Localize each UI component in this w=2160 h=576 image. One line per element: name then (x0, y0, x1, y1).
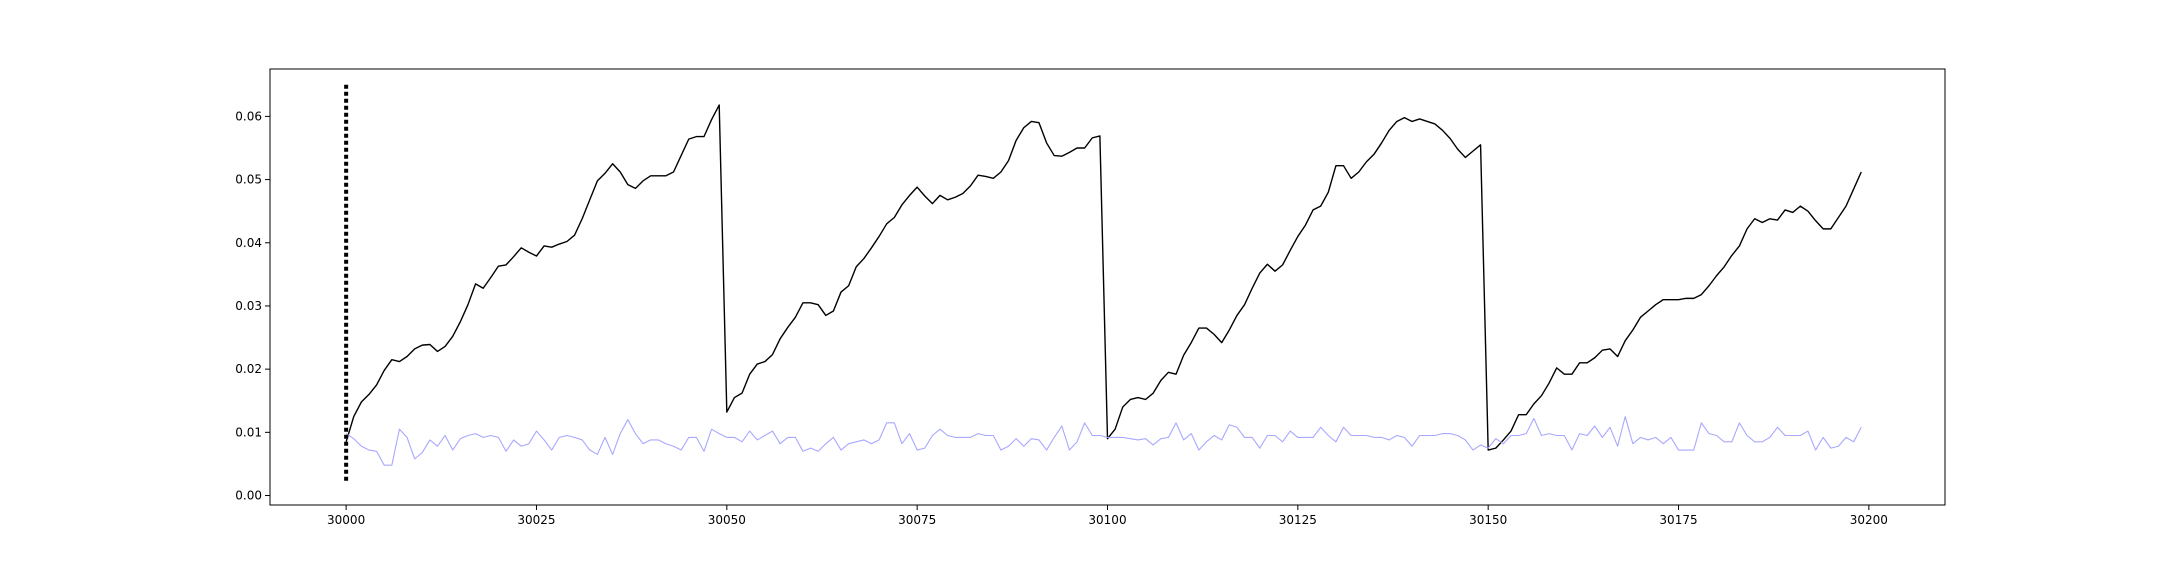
x-tick-label: 30175 (1659, 513, 1697, 527)
y-tick-label: 0.05 (235, 173, 262, 187)
x-tick-label: 30050 (708, 513, 746, 527)
y-tick-label: 0.02 (235, 362, 262, 376)
series-line-1 (345, 104, 1862, 451)
y-tick-label: 0.03 (235, 299, 262, 313)
y-tick-label: 0.04 (235, 236, 262, 250)
x-tick-label: 30100 (1088, 513, 1126, 527)
x-tick-label: 30075 (898, 513, 936, 527)
series-line-2 (345, 415, 1862, 466)
series-layer (345, 104, 1862, 466)
x-tick-label: 30000 (327, 513, 365, 527)
x-tick-label: 30150 (1469, 513, 1507, 527)
x-tick-label: 30200 (1850, 513, 1888, 527)
y-axis: 0.00 0.01 0.02 0.03 0.04 0.05 0.06 (235, 109, 270, 503)
x-tick-label: 30125 (1279, 513, 1317, 527)
y-tick-label: 0.06 (235, 109, 262, 123)
plot-area-frame (269, 68, 1946, 506)
x-tick-label: 30025 (517, 513, 555, 527)
x-axis: 30000 30025 30050 30075 30100 30125 30150 30175… (327, 505, 1888, 527)
y-tick-label: 0.01 (235, 425, 262, 439)
y-tick-label: 0.00 (235, 489, 262, 503)
